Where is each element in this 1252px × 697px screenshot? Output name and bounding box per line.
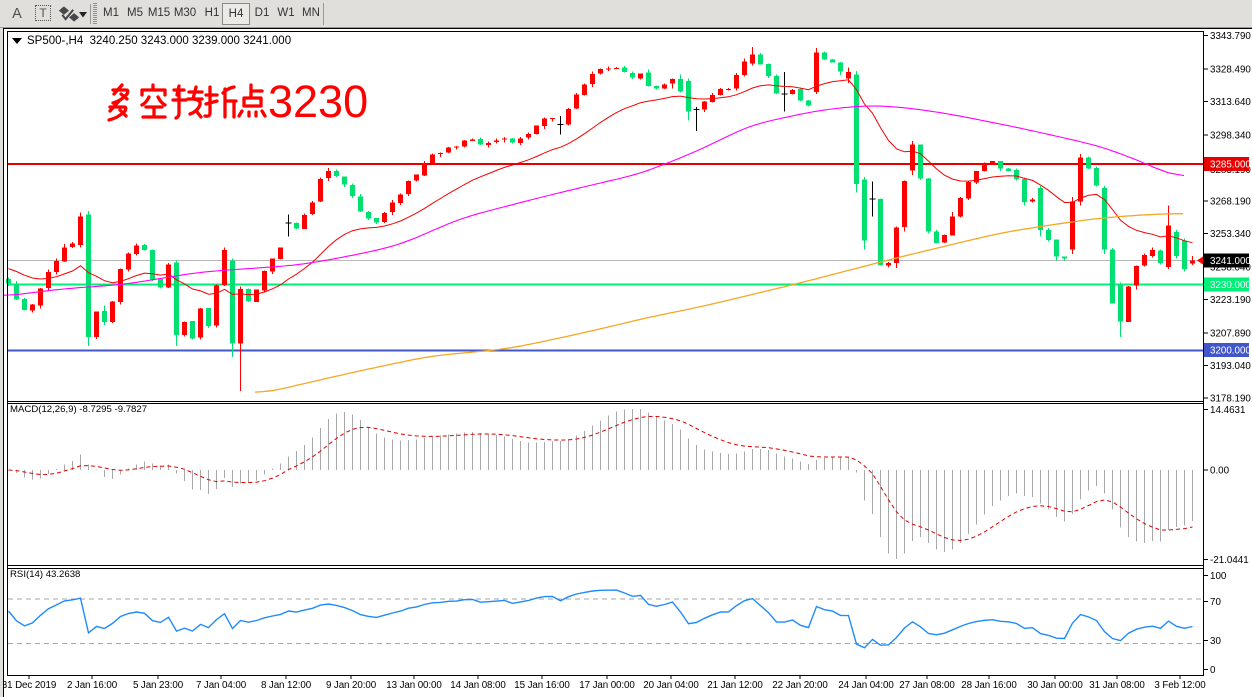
svg-text:3230: 3230 xyxy=(268,76,368,127)
svg-text:3298.340: 3298.340 xyxy=(1210,130,1251,141)
svg-text:0.00: 0.00 xyxy=(1210,466,1230,477)
svg-text:15 Jan 16:00: 15 Jan 16:00 xyxy=(514,680,570,691)
svg-text:22 Jan 20:00: 22 Jan 20:00 xyxy=(772,680,828,691)
svg-text:30: 30 xyxy=(1210,636,1221,647)
svg-text:-21.0441: -21.0441 xyxy=(1210,555,1249,566)
svg-text:24 Jan 04:00: 24 Jan 04:00 xyxy=(838,680,894,691)
svg-text:100: 100 xyxy=(1210,571,1227,582)
svg-text:8 Jan 12:00: 8 Jan 12:00 xyxy=(261,680,312,691)
svg-text:SP500-,H4 3240.250 3243.000 3: SP500-,H4 3240.250 3243.000 3239.000 324… xyxy=(27,35,291,47)
svg-text:9 Jan 20:00: 9 Jan 20:00 xyxy=(326,680,377,691)
svg-text:3207.890: 3207.890 xyxy=(1210,328,1251,339)
svg-text:31 Dec 2019: 31 Dec 2019 xyxy=(2,680,56,691)
svg-text:3230.000: 3230.000 xyxy=(1210,280,1251,291)
svg-text:3268.190: 3268.190 xyxy=(1210,196,1251,207)
svg-text:3223.190: 3223.190 xyxy=(1210,295,1251,306)
svg-text:RSI(14) 43.2638: RSI(14) 43.2638 xyxy=(10,569,80,580)
svg-text:3200.000: 3200.000 xyxy=(1210,346,1251,357)
svg-text:3 Feb 12:00: 3 Feb 12:00 xyxy=(1154,680,1206,691)
svg-text:2 Jan 16:00: 2 Jan 16:00 xyxy=(67,680,118,691)
svg-text:5 Jan 23:00: 5 Jan 23:00 xyxy=(133,680,184,691)
svg-text:3328.490: 3328.490 xyxy=(1210,64,1251,75)
svg-text:3241.000: 3241.000 xyxy=(1210,256,1251,267)
svg-text:14.4631: 14.4631 xyxy=(1210,405,1245,416)
svg-text:14 Jan 08:00: 14 Jan 08:00 xyxy=(450,680,506,691)
svg-text:28 Jan 16:00: 28 Jan 16:00 xyxy=(961,680,1017,691)
svg-text:3343.790: 3343.790 xyxy=(1210,31,1251,42)
svg-text:3253.340: 3253.340 xyxy=(1210,229,1251,240)
svg-text:70: 70 xyxy=(1210,597,1221,608)
svg-text:17 Jan 00:00: 17 Jan 00:00 xyxy=(579,680,635,691)
svg-text:31 Jan 08:00: 31 Jan 08:00 xyxy=(1089,680,1145,691)
svg-text:3193.040: 3193.040 xyxy=(1210,361,1251,372)
svg-text:27 Jan 08:00: 27 Jan 08:00 xyxy=(899,680,955,691)
svg-text:20 Jan 04:00: 20 Jan 04:00 xyxy=(643,680,699,691)
svg-text:7 Jan 04:00: 7 Jan 04:00 xyxy=(196,680,247,691)
svg-text:30 Jan 00:00: 30 Jan 00:00 xyxy=(1027,680,1083,691)
svg-text:21 Jan 12:00: 21 Jan 12:00 xyxy=(707,680,763,691)
svg-text:3313.640: 3313.640 xyxy=(1210,97,1251,108)
svg-text:MACD(12,26,9) -8.7295 -9.7827: MACD(12,26,9) -8.7295 -9.7827 xyxy=(10,404,147,415)
svg-text:13 Jan 00:00: 13 Jan 00:00 xyxy=(386,680,442,691)
svg-text:3178.190: 3178.190 xyxy=(1210,394,1251,405)
svg-text:0: 0 xyxy=(1210,665,1216,676)
svg-text:3285.000: 3285.000 xyxy=(1210,160,1251,171)
svg-text:3238.040: 3238.040 xyxy=(1210,262,1251,273)
